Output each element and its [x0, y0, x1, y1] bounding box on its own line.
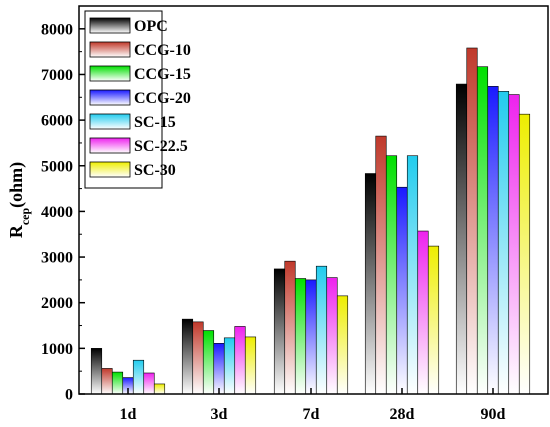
y-axis-label-sub: cep	[18, 208, 32, 226]
bar-ccg-15-90d	[476, 66, 489, 395]
bar-opc-90d	[455, 83, 468, 395]
bar-opc-28d	[364, 173, 377, 395]
legend-label: CCG-20	[134, 90, 191, 107]
legend-swatch	[89, 17, 131, 34]
y-tick-label: 5000	[41, 158, 73, 175]
legend: OPC CCG-10 CCG-15 CCG-20 SC-15 SC-22.5 SC-30	[84, 10, 191, 189]
legend-swatch	[89, 113, 131, 130]
bar-sc-22-5-7d	[326, 277, 338, 395]
x-axis: 1d 3d 7d 28d 90d	[120, 388, 506, 423]
bars-group	[90, 47, 531, 395]
bar-opc-1d	[90, 348, 103, 395]
legend-label: SC-22.5	[134, 138, 188, 155]
bar-sc-15-28d	[406, 155, 419, 395]
y-tick-label: 7000	[41, 67, 73, 84]
bar-ccg-15-28d	[385, 155, 398, 395]
bar-sc-15-7d	[315, 265, 328, 395]
y-axis-label: Rcep(ohm)	[6, 162, 32, 238]
plot-frame	[78, 5, 549, 395]
legend-label: CCG-10	[134, 42, 191, 59]
y-tick-label: 1000	[41, 341, 73, 358]
y-axis: 0 1000 2000 3000 4000 5000 6000 7000 8000	[41, 21, 85, 404]
bar-sc-22-5-1d	[143, 372, 155, 395]
bar-ccg-10-90d	[466, 47, 478, 395]
x-tick-label: 1d	[120, 406, 137, 423]
bar-sc-15-1d	[132, 359, 145, 395]
bar-sc-30-90d	[518, 113, 531, 395]
bar-sc-22-5-90d	[508, 94, 520, 395]
bar-ccg-20-28d	[396, 186, 408, 395]
bar-sc-22-5-28d	[417, 230, 429, 395]
bar-ccg-20-7d	[305, 279, 317, 395]
bar-sc-30-3d	[244, 336, 257, 395]
bar-ccg-15-3d	[202, 330, 215, 395]
legend-label: SC-15	[134, 114, 176, 131]
legend-swatch	[89, 137, 131, 154]
bar-opc-3d	[181, 318, 194, 395]
legend-label: CCG-15	[134, 66, 191, 83]
bar-ccg-15-1d	[111, 371, 124, 395]
y-tick-label: 0	[65, 387, 73, 404]
bar-sc-22-5-3d	[234, 326, 246, 395]
bar-ccg-10-28d	[375, 135, 387, 395]
y-axis-label-unit: (ohm)	[6, 162, 27, 208]
bar-opc-7d	[273, 268, 286, 395]
bar-ccg-10-7d	[284, 260, 296, 395]
legend-label: OPC	[134, 18, 168, 35]
y-tick-label: 3000	[41, 250, 73, 267]
x-tick-label: 28d	[390, 406, 415, 423]
bar-sc-15-3d	[223, 337, 236, 395]
y-axis-label-main: R	[6, 224, 26, 238]
bar-sc-30-7d	[336, 295, 349, 395]
bar-ccg-10-3d	[192, 321, 204, 395]
x-tick-label: 90d	[481, 406, 506, 423]
legend-label: SC-30	[134, 162, 176, 179]
bar-sc-30-28d	[427, 245, 440, 395]
bar-ccg-10-1d	[101, 368, 113, 395]
x-tick-label: 7d	[303, 406, 320, 423]
legend-swatch	[89, 65, 131, 82]
bar-sc-30-1d	[153, 383, 166, 395]
bar-ccg-20-90d	[487, 86, 499, 395]
bar-sc-15-90d	[497, 91, 510, 395]
y-tick-label: 2000	[41, 295, 73, 312]
x-tick-label: 3d	[211, 406, 228, 423]
legend-swatch	[89, 161, 131, 178]
y-tick-label: 4000	[41, 204, 73, 221]
legend-swatch	[89, 41, 131, 58]
bar-ccg-20-3d	[213, 343, 225, 395]
bar-ccg-15-7d	[294, 278, 307, 395]
y-tick-label: 8000	[41, 21, 73, 38]
legend-swatch	[89, 89, 131, 106]
y-tick-label: 6000	[41, 113, 73, 130]
